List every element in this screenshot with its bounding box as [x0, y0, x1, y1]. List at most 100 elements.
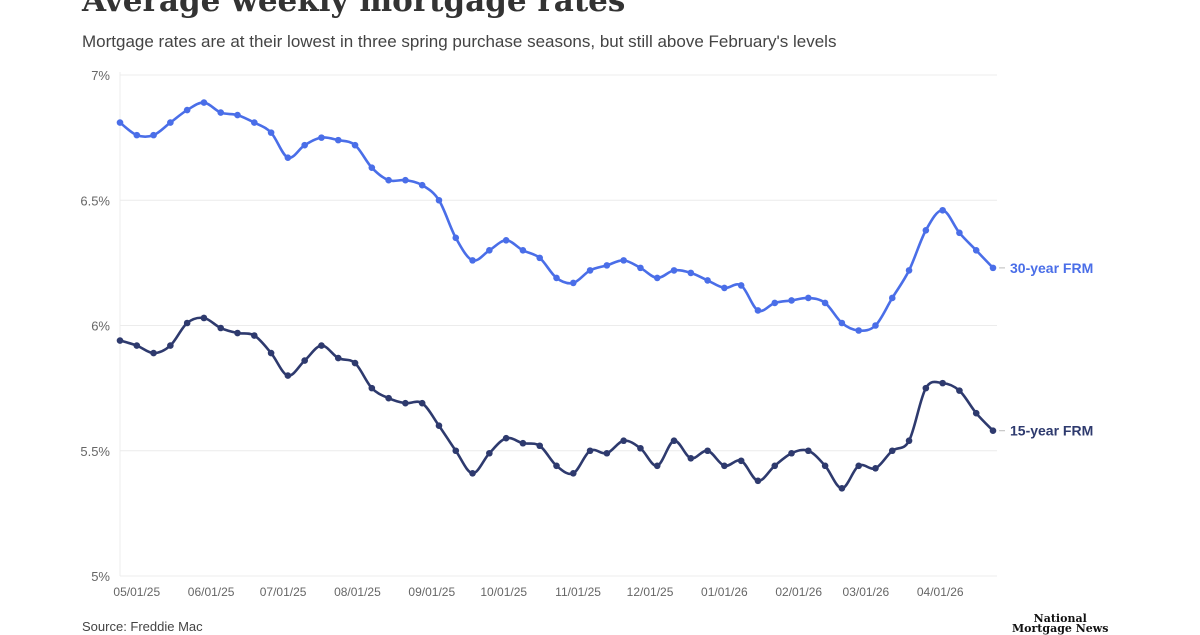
data-point-15-year-frm [536, 442, 544, 450]
data-point-30-year-frm [318, 134, 325, 141]
chart-title: Average weekly mortgage rates [82, 0, 626, 19]
data-point-15-year-frm [284, 372, 292, 379]
data-point-15-year-frm [905, 437, 913, 445]
data-point-30-year-frm [771, 299, 779, 307]
data-point-30-year-frm [301, 141, 308, 149]
data-point-15-year-frm [435, 422, 443, 430]
data-point-15-year-frm [133, 342, 141, 349]
data-point-15-year-frm [116, 337, 124, 344]
data-point-15-year-frm [183, 319, 191, 327]
data-point-15-year-frm [502, 434, 510, 442]
data-point-15-year-frm [251, 332, 258, 339]
data-point-15-year-frm [452, 447, 460, 455]
y-tick-label: 7% [91, 68, 110, 83]
data-point-15-year-frm [586, 447, 594, 455]
data-point-15-year-frm [737, 457, 745, 465]
data-point-30-year-frm [603, 262, 611, 269]
data-point-30-year-frm [637, 264, 644, 272]
data-point-30-year-frm [167, 119, 174, 126]
data-point-15-year-frm [368, 384, 376, 392]
data-point-15-year-frm [653, 462, 661, 470]
data-point-30-year-frm [435, 196, 443, 204]
data-point-15-year-frm [385, 394, 392, 402]
data-point-30-year-frm [469, 257, 476, 264]
data-point-30-year-frm [116, 119, 124, 126]
data-point-30-year-frm [502, 237, 510, 244]
x-tick-label: 05/01/25 [113, 585, 160, 599]
data-point-30-year-frm [704, 277, 711, 284]
data-point-30-year-frm [553, 274, 560, 282]
data-point-15-year-frm [721, 462, 728, 470]
data-point-15-year-frm [922, 384, 930, 392]
x-tick-label: 03/01/26 [843, 585, 890, 599]
data-point-30-year-frm [687, 269, 695, 277]
data-point-15-year-frm [805, 447, 812, 455]
data-point-15-year-frm [486, 449, 493, 457]
data-point-30-year-frm [452, 234, 460, 242]
x-tick-label: 09/01/25 [408, 585, 455, 599]
data-point-30-year-frm [905, 267, 913, 274]
x-tick-label: 12/01/25 [627, 585, 674, 599]
y-tick-label: 6.5% [80, 193, 110, 208]
x-tick-label: 10/01/25 [480, 585, 527, 599]
data-point-30-year-frm [200, 99, 208, 106]
data-point-30-year-frm [217, 109, 225, 116]
data-point-30-year-frm [385, 176, 392, 184]
data-point-30-year-frm [183, 106, 191, 114]
x-tick-label: 01/01/26 [701, 585, 748, 599]
data-point-30-year-frm [133, 131, 141, 139]
publisher-logo: National Mortgage News [1012, 612, 1109, 635]
data-point-15-year-frm [553, 462, 560, 470]
data-point-30-year-frm [267, 129, 275, 136]
data-point-15-year-frm [200, 314, 208, 322]
y-tick-label: 5% [91, 569, 110, 584]
data-point-30-year-frm [821, 299, 829, 307]
data-point-30-year-frm [150, 131, 157, 139]
x-tick-label: 07/01/25 [260, 585, 307, 599]
data-point-15-year-frm [838, 485, 846, 492]
data-point-15-year-frm [150, 349, 157, 357]
data-point-15-year-frm [888, 447, 896, 455]
data-point-15-year-frm [821, 462, 829, 470]
data-point-30-year-frm [519, 247, 527, 254]
data-point-30-year-frm [888, 294, 896, 302]
x-tick-label: 08/01/25 [334, 585, 381, 599]
data-point-30-year-frm [402, 176, 409, 184]
data-point-30-year-frm [972, 247, 980, 254]
data-point-30-year-frm [989, 264, 997, 272]
data-point-15-year-frm [469, 469, 476, 477]
data-point-15-year-frm [334, 354, 342, 362]
data-point-15-year-frm [754, 477, 762, 485]
data-point-15-year-frm [687, 454, 695, 462]
data-point-15-year-frm [569, 469, 577, 477]
data-point-15-year-frm [704, 447, 711, 455]
data-point-15-year-frm [788, 449, 795, 457]
data-point-15-year-frm [989, 427, 997, 435]
data-point-30-year-frm [251, 119, 258, 126]
data-point-15-year-frm [167, 342, 174, 349]
data-point-30-year-frm [418, 181, 426, 189]
data-point-15-year-frm [956, 387, 963, 394]
x-tick-label: 11/01/25 [555, 585, 601, 599]
data-point-30-year-frm [351, 141, 359, 149]
y-tick-label: 6% [91, 319, 110, 334]
data-point-30-year-frm [620, 257, 627, 264]
data-point-30-year-frm [670, 267, 678, 274]
data-point-15-year-frm [418, 399, 426, 407]
data-point-30-year-frm [805, 294, 812, 302]
data-point-15-year-frm [972, 409, 980, 417]
x-tick-label: 06/01/25 [188, 585, 235, 599]
source-note: Source: Freddie Mac [82, 619, 203, 634]
data-point-15-year-frm [637, 444, 644, 452]
data-point-15-year-frm [939, 379, 946, 387]
data-point-30-year-frm [939, 206, 946, 214]
data-point-30-year-frm [737, 282, 745, 289]
data-point-30-year-frm [754, 307, 762, 314]
data-point-15-year-frm [234, 329, 241, 337]
data-point-15-year-frm [620, 437, 627, 445]
data-point-30-year-frm [284, 154, 292, 161]
data-point-30-year-frm [956, 229, 963, 237]
data-point-30-year-frm [788, 297, 795, 304]
data-point-30-year-frm [536, 254, 544, 262]
